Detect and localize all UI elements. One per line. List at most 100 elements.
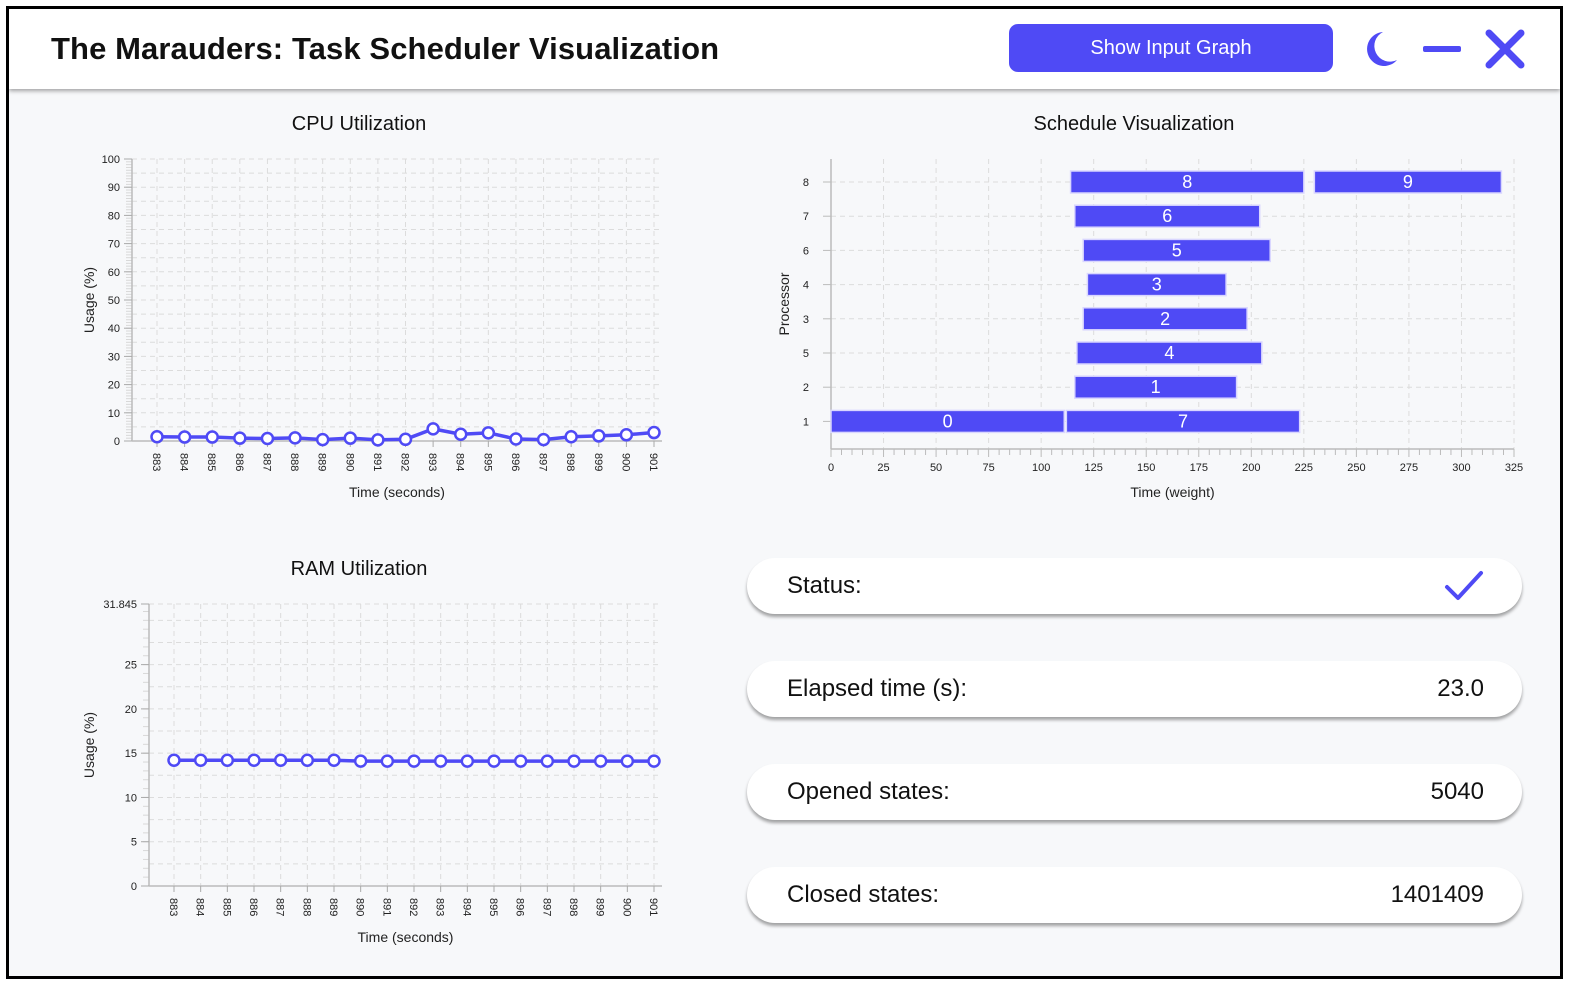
svg-text:888: 888: [300, 898, 312, 916]
cpu-utilization-chart: 0 10 20 30 40 50 60 70 80 90 100 883 884 885 886 887 888…: [81, 154, 662, 500]
task-bar[interactable]: 1: [1074, 375, 1238, 399]
opened-states-value: 5040: [1430, 778, 1484, 805]
svg-text:3: 3: [803, 314, 809, 326]
svg-text:899: 899: [592, 453, 604, 471]
svg-text:10: 10: [108, 408, 120, 420]
closed-states-value: 1401409: [1390, 881, 1484, 908]
svg-text:893: 893: [426, 453, 438, 471]
schedule-chart-title: Schedule Visualization: [1033, 113, 1235, 135]
svg-text:200: 200: [1242, 462, 1260, 474]
svg-text:6: 6: [1162, 206, 1172, 226]
svg-text:887: 887: [274, 898, 286, 916]
svg-text:7: 7: [1178, 411, 1188, 431]
minimize-icon[interactable]: [1421, 27, 1465, 71]
close-icon[interactable]: [1483, 27, 1527, 71]
svg-text:887: 887: [260, 453, 272, 471]
svg-text:890: 890: [343, 453, 355, 471]
svg-text:898: 898: [564, 453, 576, 471]
svg-text:5: 5: [131, 837, 137, 849]
svg-text:886: 886: [233, 453, 245, 471]
task-bar[interactable]: 5: [1082, 238, 1271, 263]
svg-text:100: 100: [102, 154, 120, 166]
svg-text:1: 1: [1151, 377, 1161, 397]
svg-text:9: 9: [1403, 172, 1413, 192]
svg-text:892: 892: [399, 453, 411, 471]
svg-text:884: 884: [194, 898, 206, 916]
svg-text:90: 90: [108, 182, 120, 194]
svg-text:25: 25: [125, 660, 137, 672]
svg-text:0: 0: [943, 411, 953, 431]
svg-text:70: 70: [108, 239, 120, 251]
svg-text:30: 30: [108, 351, 120, 363]
svg-text:895: 895: [487, 898, 499, 916]
svg-text:0: 0: [114, 436, 120, 448]
svg-text:901: 901: [647, 453, 659, 471]
svg-text:2: 2: [803, 382, 809, 394]
task-bar[interactable]: 0: [830, 409, 1066, 434]
svg-text:885: 885: [205, 453, 217, 471]
svg-text:20: 20: [108, 380, 120, 392]
svg-text:896: 896: [514, 898, 526, 916]
svg-text:125: 125: [1085, 462, 1103, 474]
svg-text:7: 7: [803, 211, 809, 223]
svg-text:175: 175: [1190, 462, 1208, 474]
svg-text:3: 3: [1152, 275, 1162, 295]
svg-text:898: 898: [567, 898, 579, 916]
opened-states-label: Opened states:: [787, 778, 950, 805]
app-title: The Marauders: Task Scheduler Visualizat…: [51, 31, 720, 66]
check-icon: [1444, 569, 1484, 603]
svg-text:886: 886: [247, 898, 259, 916]
svg-text:20: 20: [125, 704, 137, 716]
svg-text:892: 892: [407, 898, 419, 916]
svg-text:897: 897: [537, 453, 549, 471]
svg-text:0: 0: [828, 462, 834, 474]
svg-text:884: 884: [178, 453, 190, 471]
moon-icon[interactable]: [1357, 27, 1401, 71]
svg-text:50: 50: [108, 295, 120, 307]
svg-text:895: 895: [481, 453, 493, 471]
svg-text:888: 888: [288, 453, 300, 471]
svg-text:1: 1: [803, 416, 809, 428]
task-bar[interactable]: 4: [1076, 341, 1263, 365]
svg-text:60: 60: [108, 267, 120, 279]
task-bar[interactable]: 8: [1069, 170, 1305, 194]
svg-text:6: 6: [803, 245, 809, 257]
elapsed-time-label: Elapsed time (s):: [787, 675, 968, 702]
svg-text:75: 75: [982, 462, 994, 474]
svg-text:4: 4: [1164, 343, 1174, 363]
svg-text:900: 900: [619, 453, 631, 471]
svg-text:889: 889: [327, 898, 339, 916]
opened-states-card: Opened states: 5040: [747, 764, 1522, 820]
svg-text:8: 8: [1182, 172, 1192, 192]
svg-text:883: 883: [150, 453, 162, 471]
status-label: Status:: [787, 572, 862, 599]
task-bar[interactable]: 2: [1082, 307, 1248, 331]
task-bar[interactable]: 3: [1086, 272, 1227, 297]
svg-text:80: 80: [108, 210, 120, 222]
svg-text:899: 899: [594, 898, 606, 916]
elapsed-time-card: Elapsed time (s): 23.0: [747, 661, 1522, 717]
svg-text:325: 325: [1505, 462, 1523, 474]
svg-text:5: 5: [1172, 240, 1182, 260]
svg-text:894: 894: [460, 898, 472, 916]
svg-text:891: 891: [371, 453, 383, 471]
svg-text:5: 5: [803, 348, 809, 360]
show-input-graph-button[interactable]: Show Input Graph: [1009, 24, 1333, 72]
ram-utilization-chart: 0 5 10 15 20 25 31.845 883 884 885 886 887 888 889 890…: [81, 599, 662, 945]
svg-text:901: 901: [647, 898, 659, 916]
svg-text:890: 890: [354, 898, 366, 916]
svg-text:31.845: 31.845: [103, 599, 137, 611]
task-bar[interactable]: 7: [1065, 409, 1301, 434]
status-card: Status:: [747, 558, 1522, 614]
svg-text:150: 150: [1137, 462, 1155, 474]
svg-text:883: 883: [167, 898, 179, 916]
task-bar[interactable]: 9: [1313, 170, 1503, 194]
elapsed-time-value: 23.0: [1437, 675, 1484, 702]
svg-text:10: 10: [125, 792, 137, 804]
svg-text:0: 0: [131, 881, 137, 893]
task-bar[interactable]: 6: [1074, 204, 1261, 228]
svg-text:Usage (%): Usage (%): [81, 712, 97, 778]
svg-text:225: 225: [1295, 462, 1313, 474]
svg-text:894: 894: [454, 453, 466, 471]
svg-text:893: 893: [434, 898, 446, 916]
